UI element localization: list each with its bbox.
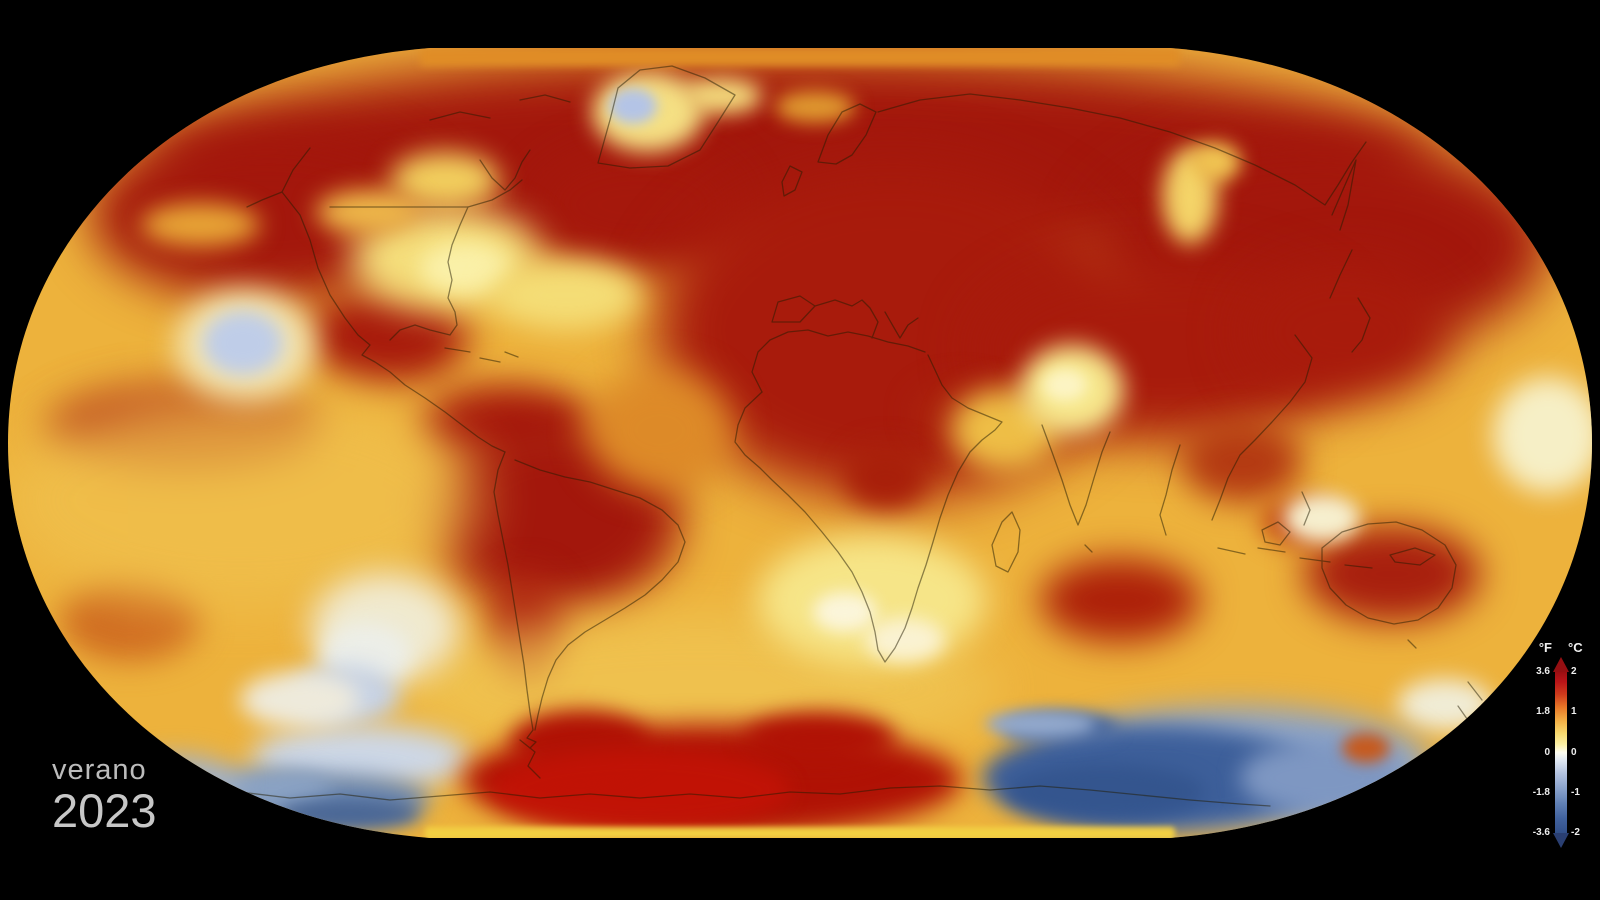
legend-tick-f--3.6: -3.6 bbox=[1532, 827, 1550, 838]
satlantic-white1 bbox=[813, 592, 877, 632]
legend-tick-c--2: -2 bbox=[1571, 827, 1580, 838]
australia-red bbox=[1304, 526, 1480, 622]
legend-arrow-down-icon bbox=[1553, 833, 1569, 848]
norway-orange bbox=[775, 91, 855, 123]
legend-tick-f-0: 0 bbox=[1544, 746, 1550, 758]
legend-tick-c-2: 2 bbox=[1571, 666, 1577, 677]
map-caption: verano 2023 bbox=[52, 754, 157, 837]
india-white-core bbox=[1043, 369, 1087, 401]
iceland-pale bbox=[682, 78, 762, 114]
small-orange-spot bbox=[1342, 733, 1390, 763]
atlantic-orange bbox=[588, 370, 732, 490]
east-asia-red bbox=[1240, 262, 1450, 402]
legend-tick-c-0: 0 bbox=[1571, 746, 1577, 758]
bottom-yellow-strip bbox=[425, 827, 1175, 840]
legend-colorbar bbox=[1555, 672, 1567, 833]
antarctic-red-core bbox=[490, 750, 790, 830]
legend-tick-f-1.8: 1.8 bbox=[1536, 706, 1550, 718]
legend-tick-f-3.6: 3.6 bbox=[1536, 666, 1550, 677]
atlantic-yellow bbox=[491, 260, 641, 330]
caption-season: verano bbox=[52, 754, 147, 786]
legend-tick-c-1: 1 bbox=[1571, 706, 1577, 718]
socean-blue-lump2 bbox=[985, 711, 1095, 737]
epacific-blue bbox=[203, 311, 283, 375]
right-edge-pale bbox=[1493, 377, 1600, 493]
legend-arrow-up-icon bbox=[1553, 657, 1569, 672]
anomaly-legend: °F °C 3.6 2 1.8 1 0 0 -1.8 -1 -3.6 -2 bbox=[1500, 638, 1600, 856]
satlantic-white2 bbox=[865, 618, 945, 662]
legend-tick-c--1: -1 bbox=[1571, 786, 1580, 798]
indian-ocean-red bbox=[1040, 558, 1200, 642]
antarctic-red-bump2 bbox=[745, 712, 895, 764]
bering-yellow bbox=[316, 190, 420, 234]
seasia-red bbox=[1182, 422, 1302, 502]
caption-year: 2023 bbox=[52, 784, 157, 837]
wpacific-yellow-band bbox=[140, 203, 260, 247]
cream-left bbox=[240, 672, 360, 728]
swaustralia-white bbox=[1284, 494, 1360, 542]
legend-tick-f--1.8: -1.8 bbox=[1532, 786, 1550, 798]
congo-red bbox=[844, 446, 928, 510]
top-orange-strip bbox=[420, 48, 1180, 66]
legend-unit-celsius: °C bbox=[1568, 640, 1583, 655]
legend-unit-fahrenheit: °F bbox=[1538, 640, 1552, 655]
